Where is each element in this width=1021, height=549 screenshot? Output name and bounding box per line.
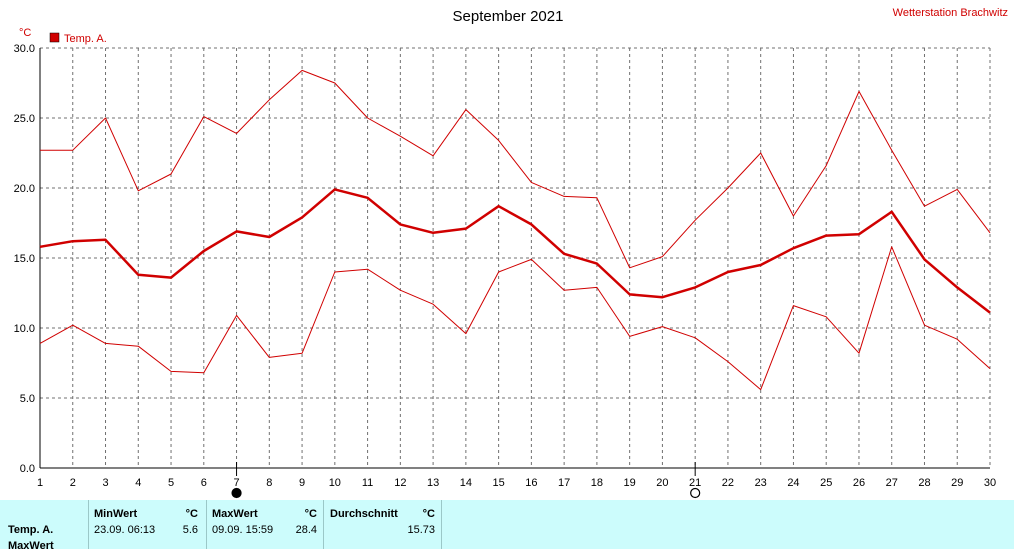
x-tick-label: 16 [525, 477, 537, 489]
x-tick-label: 13 [427, 477, 439, 489]
x-tick-label: 10 [329, 477, 341, 489]
min-datetime: 23.09. 06:13 [94, 524, 156, 536]
stats-row-label-2: MaxWert [8, 540, 54, 549]
x-tick-label: 7 [233, 477, 239, 489]
x-tick-label: 4 [135, 477, 141, 489]
station-name: Wetterstation Brachwitz [893, 7, 1008, 19]
min-unit: °C [185, 508, 198, 520]
axes [39, 48, 990, 469]
stats-max-cell: MaxWert °C 09.09. 15:59 28.4 [207, 500, 323, 549]
max-datetime: 09.09. 15:59 [212, 524, 274, 536]
x-tick-label: 24 [787, 477, 799, 489]
x-tick-label: 18 [591, 477, 603, 489]
y-tick-label: 5.0 [20, 393, 35, 405]
avg-value: 15.73 [407, 524, 435, 536]
x-tick-label: 27 [886, 477, 898, 489]
legend-swatch [49, 32, 60, 43]
max-value: 28.4 [295, 524, 317, 536]
avg-unit: °C [422, 508, 435, 520]
series-line-min [39, 246, 991, 391]
legend-label: Temp. A. [64, 33, 107, 45]
grid [40, 47, 991, 468]
x-tick-label: 21 [689, 477, 701, 489]
min-value: 5.6 [182, 524, 198, 536]
y-tick-label: 30.0 [14, 43, 35, 55]
avg-title: Durchschnitt [330, 508, 398, 520]
min-title: MinWert [94, 508, 138, 520]
series-line-max [40, 69, 991, 269]
moon-phases [231, 462, 701, 499]
x-tick-label: 8 [266, 477, 272, 489]
x-tick-label: 5 [168, 477, 174, 489]
y-axis-unit: °C [19, 27, 31, 39]
y-tick-label: 20.0 [14, 183, 35, 195]
stats-min-cell: MinWert °C 23.09. 06:13 5.6 [89, 500, 206, 549]
x-tick-label: 9 [299, 477, 305, 489]
stats-separator [441, 500, 442, 549]
max-title: MaxWert [212, 508, 258, 520]
y-tick-label: 25.0 [14, 113, 35, 125]
x-tick-label: 25 [820, 477, 832, 489]
stats-row-label: Temp. A. [8, 524, 54, 536]
y-tick-label: 15.0 [14, 253, 35, 265]
x-tick-label: 15 [492, 477, 504, 489]
x-tick-label: 19 [624, 477, 636, 489]
x-tick-label: 30 [984, 477, 996, 489]
full-moon-icon [690, 487, 701, 499]
chart-title: September 2021 [453, 8, 564, 25]
stats-avg-cell: Durchschnitt °C 15.73 [324, 500, 441, 549]
x-tick-label: 14 [460, 477, 472, 489]
x-tick-label: 28 [918, 477, 930, 489]
temperature-chart: September 2021 Wetterstation Brachwitz °… [14, 7, 1008, 499]
x-tick-label: 6 [201, 477, 207, 489]
stats-separator [88, 500, 89, 549]
x-tick-label: 11 [362, 477, 373, 489]
stats-separator [206, 500, 207, 549]
series-line-avg [39, 188, 991, 314]
tick-labels: 0.05.010.015.020.025.030.01 2 3 4 5 6 7 8 9 10 11 1… [14, 43, 997, 489]
stats-row-label-cell: Temp. A. MaxWert [0, 500, 88, 549]
x-tick-label: 22 [722, 477, 734, 489]
stats-separator [323, 500, 324, 549]
x-tick-label: 17 [558, 477, 570, 489]
x-tick-label: 29 [951, 477, 963, 489]
y-tick-label: 0.0 [20, 463, 35, 475]
max-unit: °C [304, 508, 317, 520]
series [39, 69, 991, 391]
x-tick-label: 26 [853, 477, 865, 489]
statistics-panel: Temp. A. MaxWert MinWert °C 23.09. 06:13… [0, 500, 1014, 549]
x-tick-label: 20 [656, 477, 668, 489]
x-tick-label: 2 [70, 477, 76, 489]
y-tick-label: 10.0 [14, 323, 35, 335]
x-tick-label: 23 [755, 477, 767, 489]
x-tick-label: 1 [37, 477, 43, 489]
x-tick-label: 3 [102, 477, 108, 489]
new-moon-icon [231, 487, 242, 499]
x-tick-label: 12 [394, 477, 406, 489]
